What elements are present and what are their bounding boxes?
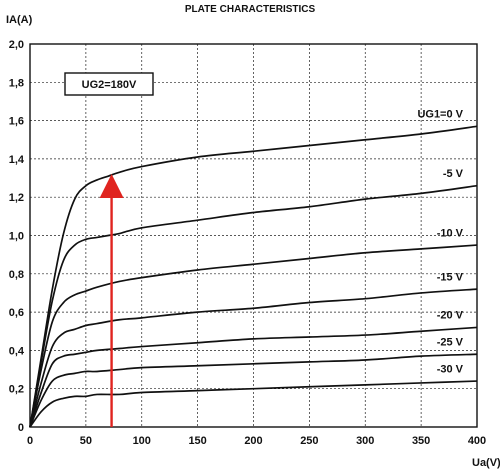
series-label: UG1=0 V	[417, 109, 463, 121]
plot-frame	[29, 43, 478, 428]
curve-series-2	[29, 244, 478, 428]
y-tick-label: 0,4	[9, 345, 25, 357]
y-tick-label: 1,8	[9, 77, 24, 89]
x-tick-label: 400	[468, 435, 486, 447]
series-label: -20 V	[437, 310, 464, 322]
x-tick-labels: 0 50 100 150 200 250 300 350 400	[27, 435, 486, 447]
y-tick-label: 0	[18, 422, 24, 434]
x-tick-label: 350	[412, 435, 430, 447]
series-label: -30 V	[437, 363, 464, 375]
parameter-box-frame	[64, 72, 154, 96]
x-tick-label: 200	[244, 435, 262, 447]
x-tick-label: 50	[80, 435, 92, 447]
series-label: -5 V	[443, 168, 464, 180]
series-label: -10 V	[437, 227, 464, 239]
curve-series-5	[29, 353, 478, 428]
series-label: -25 V	[437, 337, 464, 349]
curve-series-3	[29, 288, 478, 428]
y-tick-label: 0,2	[9, 384, 24, 396]
y-tick-label: 0,8	[9, 269, 24, 281]
y-tick-label: 0,6	[9, 307, 24, 319]
chart-title: PLATE CHARACTERISTICS	[185, 4, 316, 15]
x-tick-label: 300	[356, 435, 374, 447]
y-tick-label: 1,2	[9, 192, 24, 204]
parameter-box: UG2=180V	[64, 72, 154, 96]
grid-lines	[30, 44, 477, 427]
y-tick-label: 1,4	[9, 154, 25, 166]
y-tick-label: 1,0	[9, 231, 24, 243]
x-tick-label: 0	[27, 435, 33, 447]
y-tick-label: 1,6	[9, 116, 24, 128]
curve-series-6	[29, 380, 478, 428]
series-labels: UG1=0 V -5 V -10 V -15 V -20 V -25 V -30 V	[417, 109, 463, 376]
x-tick-label: 250	[300, 435, 318, 447]
x-tick-label: 100	[133, 435, 151, 447]
y-tick-label: 2,0	[9, 39, 24, 51]
curves	[29, 125, 478, 428]
parameter-box-label: UG2=180V	[82, 79, 137, 91]
y-tick-labels: 0 0,2 0,4 0,6 0,8 1,0 1,2 1,4 1,6 1,8 2,0	[9, 39, 25, 434]
x-axis-label: Ua(V)	[472, 457, 500, 469]
y-axis-label: IA(A)	[6, 14, 33, 26]
series-label: -15 V	[437, 271, 464, 283]
x-tick-label: 150	[188, 435, 206, 447]
curve-series-4	[29, 326, 478, 428]
